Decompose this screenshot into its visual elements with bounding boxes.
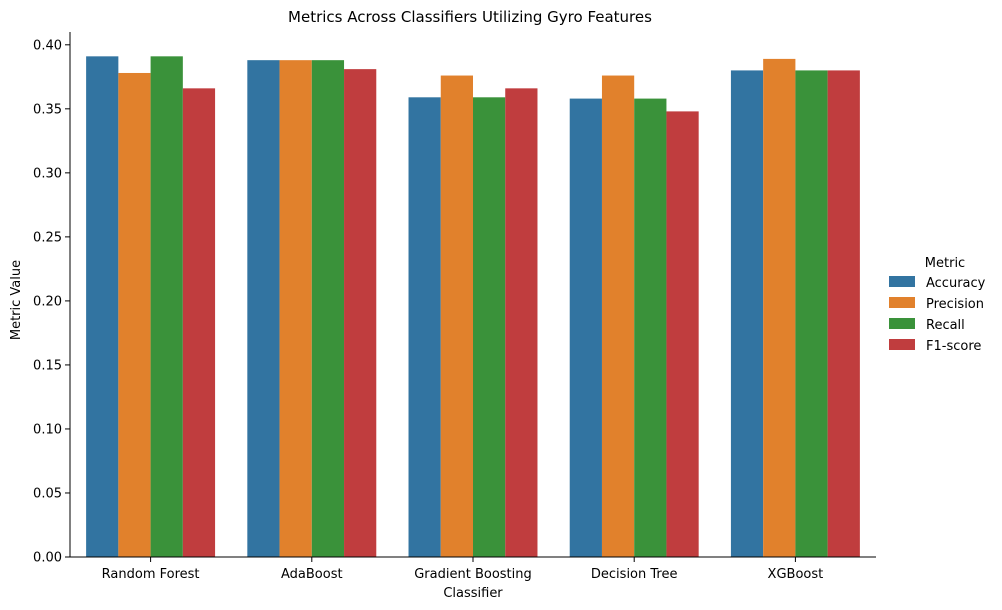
y-axis-title: Metric Value: [9, 260, 24, 340]
bar: [440, 75, 473, 557]
legend-label: Precision: [926, 297, 984, 312]
x-tick-label: Decision Tree: [591, 567, 678, 582]
bar: [730, 70, 764, 557]
legend-swatch: [889, 318, 915, 329]
bar: [763, 58, 796, 557]
bar: [505, 88, 538, 557]
bar: [634, 98, 667, 557]
y-tick-label: 0.20: [33, 294, 62, 309]
bar: [666, 111, 699, 557]
x-tick-label: Random Forest: [102, 567, 200, 582]
bar: [601, 75, 635, 557]
y-tick-label: 0.05: [33, 486, 62, 501]
bar: [408, 97, 441, 558]
x-tick-label: AdaBoost: [281, 567, 343, 582]
legend-swatch: [889, 339, 915, 350]
bar: [86, 56, 119, 557]
bar: [473, 97, 506, 558]
bar: [311, 60, 345, 558]
bar: [279, 60, 312, 558]
legend: Metric Accuracy Precision Recall F1-score: [889, 256, 986, 354]
legend-title: Metric: [925, 256, 965, 271]
chart-title: Metrics Across Classifiers Utilizing Gyr…: [288, 8, 652, 26]
bar: [118, 72, 151, 557]
x-axis-title: Classifier: [443, 586, 503, 601]
plot-area: 0.00 0.05 0.10 0.15 0.20 0.25 0.30 0.35 0.40 Rand…: [33, 32, 876, 582]
y-tick-label: 0.25: [33, 230, 62, 245]
y-tick-label: 0.40: [33, 38, 62, 53]
y-tick-label: 0.15: [33, 358, 62, 373]
y-tick-label: 0.30: [33, 166, 62, 181]
x-tick-label: XGBoost: [768, 567, 824, 582]
bar: [827, 70, 860, 557]
legend-label: Accuracy: [926, 276, 986, 291]
y-tick-label: 0.35: [33, 102, 62, 117]
legend-swatch: [889, 276, 915, 287]
bar: [182, 88, 216, 557]
y-tick-label: 0.00: [33, 551, 62, 566]
legend-label: F1-score: [926, 339, 981, 354]
legend-label: Recall: [926, 318, 965, 333]
bar: [795, 70, 828, 557]
bar: [569, 98, 602, 557]
x-tick-label: Gradient Boosting: [414, 567, 532, 582]
bar: [344, 69, 377, 557]
y-tick-label: 0.10: [33, 422, 62, 437]
bar: [247, 60, 280, 558]
bar: [150, 56, 183, 557]
legend-swatch: [889, 297, 915, 308]
